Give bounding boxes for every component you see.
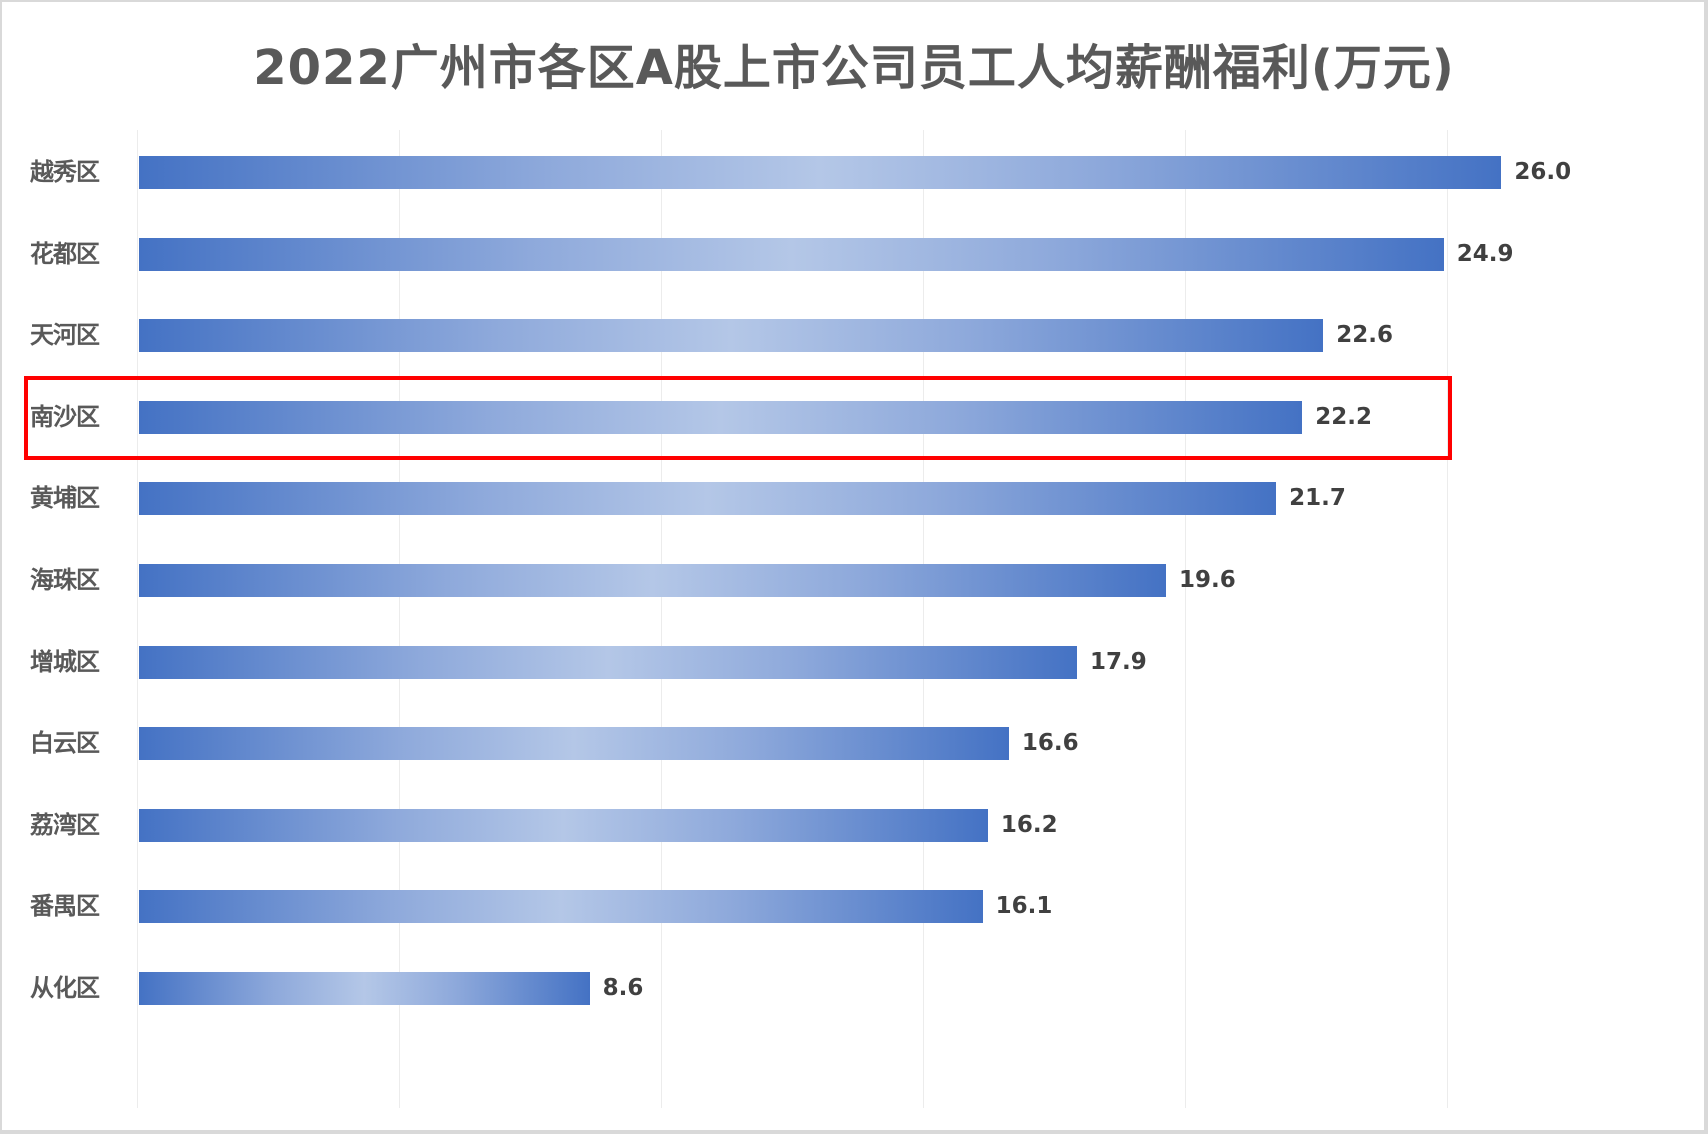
data-label: 16.1 (995, 893, 1053, 920)
chart-title: 2022广州市各区A股上市公司员工人均薪酬福利(万元) (253, 40, 1455, 96)
data-label: 16.2 (1000, 811, 1058, 838)
category-label: 黄埔区 (30, 484, 100, 513)
gridline (137, 130, 138, 1108)
bar[interactable] (139, 319, 1324, 353)
category-label: 海珠区 (30, 566, 100, 594)
data-label: 22.6 (1336, 322, 1393, 349)
category-label: 花都区 (30, 239, 100, 268)
data-label: 26.0 (1514, 159, 1572, 185)
category-label: 白云区 (30, 729, 100, 758)
category-label: 从化区 (30, 974, 100, 1002)
bar[interactable] (139, 972, 590, 1005)
category-label: 增城区 (30, 647, 100, 676)
bar[interactable] (139, 727, 1009, 761)
gridline (923, 130, 924, 1108)
bar[interactable] (139, 156, 1502, 189)
category-label: 天河区 (30, 321, 100, 350)
bar[interactable] (139, 890, 983, 924)
data-label: 22.2 (1315, 403, 1373, 430)
bar[interactable] (139, 237, 1444, 271)
category-label: 荔湾区 (30, 810, 100, 839)
category-label: 南沙区 (30, 402, 100, 431)
bar[interactable] (139, 564, 1167, 597)
bar[interactable] (139, 482, 1277, 516)
bar[interactable] (139, 400, 1303, 434)
data-label: 19.6 (1179, 567, 1236, 593)
bar[interactable] (139, 808, 988, 842)
gridline (1447, 130, 1448, 1108)
data-label: 21.7 (1289, 485, 1346, 512)
gridline (399, 130, 400, 1108)
category-label: 越秀区 (30, 158, 100, 186)
gridline (661, 130, 662, 1108)
category-label: 番禺区 (30, 892, 100, 921)
data-label: 24.9 (1456, 240, 1514, 267)
data-label: 8.6 (602, 975, 644, 1001)
highlight-box (24, 376, 1452, 460)
gridline (1185, 130, 1186, 1108)
data-label: 17.9 (1089, 648, 1147, 675)
data-label: 16.6 (1021, 730, 1079, 757)
bar[interactable] (139, 645, 1077, 679)
